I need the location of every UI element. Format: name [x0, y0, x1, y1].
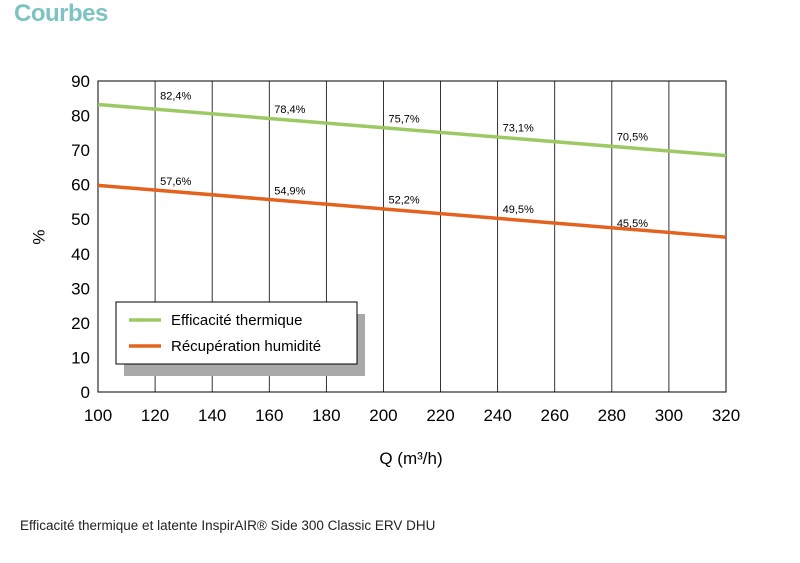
- x-tick-label: 160: [255, 406, 283, 425]
- x-tick-label: 300: [655, 406, 683, 425]
- y-tick-labels: 0 10 20 30 40 50 60 70 80 90: [71, 72, 90, 402]
- y-axis-label: %: [29, 229, 48, 244]
- x-tick-label: 180: [312, 406, 340, 425]
- x-tick-label: 280: [598, 406, 626, 425]
- y-tick-label: 70: [71, 141, 90, 160]
- y-tick-label: 10: [71, 348, 90, 367]
- data-label: 54,9%: [274, 185, 305, 197]
- y-tick-label: 20: [71, 314, 90, 333]
- legend-label: Récupération humidité: [171, 338, 321, 355]
- x-tick-label: 120: [141, 406, 169, 425]
- y-tick-label: 90: [71, 72, 90, 91]
- x-tick-label: 200: [369, 406, 397, 425]
- figure-caption: Efficacité thermique et latente InspirAI…: [20, 518, 436, 533]
- series-line-humidite: [97, 183, 727, 239]
- y-tick-label: 40: [71, 245, 90, 264]
- data-label: 78,4%: [274, 104, 305, 116]
- x-tick-label: 140: [198, 406, 226, 425]
- data-label: 82,4%: [160, 90, 191, 102]
- legend: Efficacité thermique Récupération humidit…: [115, 301, 365, 376]
- x-tick-labels: 100 120 140 160 180 200 220 240 260 280 300 320: [84, 406, 740, 425]
- y-tick-label: 50: [71, 210, 90, 229]
- data-label: 73,1%: [503, 122, 534, 134]
- x-axis-label: Q (m³/h): [379, 449, 442, 468]
- data-label: 75,7%: [388, 113, 419, 125]
- y-tick-label: 30: [71, 279, 90, 298]
- series-lines: [97, 102, 727, 239]
- series-line-thermique: [97, 102, 727, 158]
- data-label: 57,6%: [160, 176, 191, 188]
- data-label: 49,5%: [503, 204, 534, 216]
- data-label: 52,2%: [388, 195, 419, 207]
- data-labels: 82,4% 78,4% 75,7% 73,1% 70,5% 57,6% 54,9% 52,2%…: [160, 90, 648, 230]
- x-tick-label: 100: [84, 406, 112, 425]
- section-heading: Courbes: [14, 0, 108, 27]
- x-tick-label: 220: [426, 406, 454, 425]
- y-tick-label: 60: [71, 176, 90, 195]
- legend-label: Efficacité thermique: [171, 312, 302, 329]
- y-tick-label: 0: [81, 383, 90, 402]
- x-tick-label: 260: [541, 406, 569, 425]
- data-label: 45,5%: [617, 218, 648, 230]
- data-label: 70,5%: [617, 131, 648, 143]
- efficiency-chart: 82,4% 78,4% 75,7% 73,1% 70,5% 57,6% 54,9% 52,2%…: [29, 72, 740, 468]
- y-tick-label: 80: [71, 107, 90, 126]
- x-tick-label: 240: [483, 406, 511, 425]
- x-tick-label: 320: [712, 406, 740, 425]
- legend-box: [115, 301, 358, 365]
- grid-lines: [154, 81, 670, 392]
